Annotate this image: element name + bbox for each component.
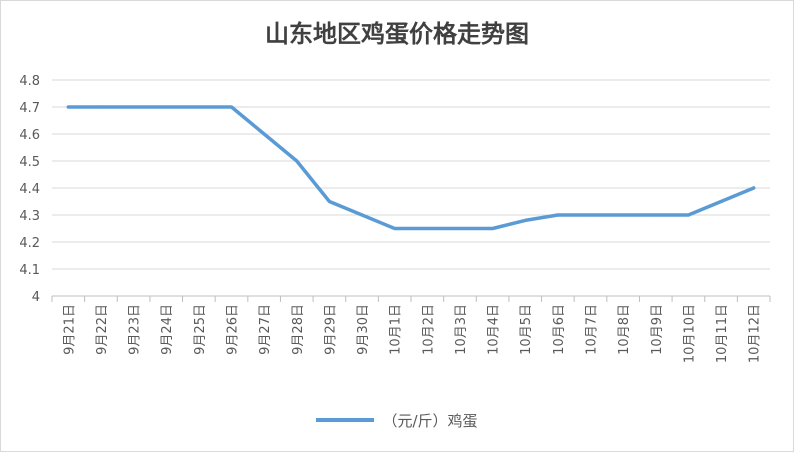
x-tick-label: 9月22日 [95, 304, 110, 355]
y-tick-label: 4.4 [19, 182, 40, 197]
x-tick-label: 9月26日 [226, 304, 241, 355]
legend-label: （元/斤）鸡蛋 [382, 411, 478, 430]
data-point [425, 227, 429, 230]
series-layer [66, 105, 756, 231]
data-point [295, 159, 299, 163]
x-tick-label: 10月4日 [487, 304, 502, 355]
legend-swatch [316, 418, 375, 422]
data-point [262, 132, 266, 136]
data-point [458, 227, 462, 230]
y-tick-label: 4.8 [19, 74, 40, 89]
x-tick-label: 9月27日 [258, 304, 273, 355]
y-axis-ticks: 4 4.1 4.2 4.3 4.4 4.5 4.6 4.7 4.8 [19, 74, 40, 305]
data-point [686, 213, 690, 217]
x-tick-label: 10月11日 [715, 304, 730, 363]
y-tick-label: 4.1 [19, 263, 40, 278]
x-tick-label: 9月24日 [160, 304, 175, 355]
data-point [752, 186, 756, 190]
x-tick-label: 9月28日 [291, 304, 306, 355]
data-point [66, 105, 70, 109]
x-tick-label: 10月10日 [682, 304, 697, 363]
data-point [621, 213, 625, 217]
data-point [654, 213, 658, 217]
x-tick-label: 10月7日 [585, 304, 600, 355]
x-tick-label: 9月30日 [356, 304, 371, 355]
y-tick-label: 4.5 [19, 155, 40, 170]
x-tick-label: 9月23日 [128, 304, 143, 355]
data-point [393, 227, 397, 230]
chart-title: 山东地区鸡蛋价格走势图 [265, 19, 529, 48]
y-tick-label: 4.6 [19, 128, 40, 143]
x-tick-label: 10月5日 [519, 304, 534, 355]
x-tick-label: 10月1日 [389, 304, 404, 355]
x-tick-label: 10月3日 [454, 304, 469, 355]
data-point [719, 200, 723, 203]
x-tick-label: 9月25日 [193, 304, 208, 355]
x-tick-label: 9月21日 [62, 304, 77, 355]
y-tick-label: 4.7 [19, 101, 40, 116]
data-point [360, 213, 364, 217]
x-tick-label: 10月2日 [421, 304, 436, 355]
y-tick-label: 4 [32, 290, 40, 305]
data-point [164, 105, 168, 109]
x-tick-label: 9月29日 [323, 304, 338, 355]
data-point [589, 213, 592, 217]
data-point [491, 227, 495, 230]
x-axis-ticks: 9月21日 9月22日 9月23日 9月24日 9月25日 9月26日 9月27日 9月28日… [62, 304, 762, 363]
x-tick-label: 10月12日 [748, 304, 763, 363]
data-point [132, 105, 136, 109]
data-point [230, 105, 233, 109]
y-tick-label: 4.3 [19, 209, 40, 224]
series-line [66, 105, 756, 231]
data-point [556, 213, 560, 217]
x-tick-label: 10月6日 [552, 304, 567, 355]
gridlines [51, 79, 771, 302]
data-point [327, 200, 331, 203]
data-point [523, 218, 527, 222]
x-tick-label: 10月9日 [650, 304, 665, 355]
legend: （元/斤）鸡蛋 [0, 405, 794, 435]
data-point [99, 105, 103, 109]
data-point [197, 105, 201, 109]
x-tick-label: 10月8日 [617, 304, 632, 355]
y-tick-label: 4.2 [19, 236, 40, 251]
